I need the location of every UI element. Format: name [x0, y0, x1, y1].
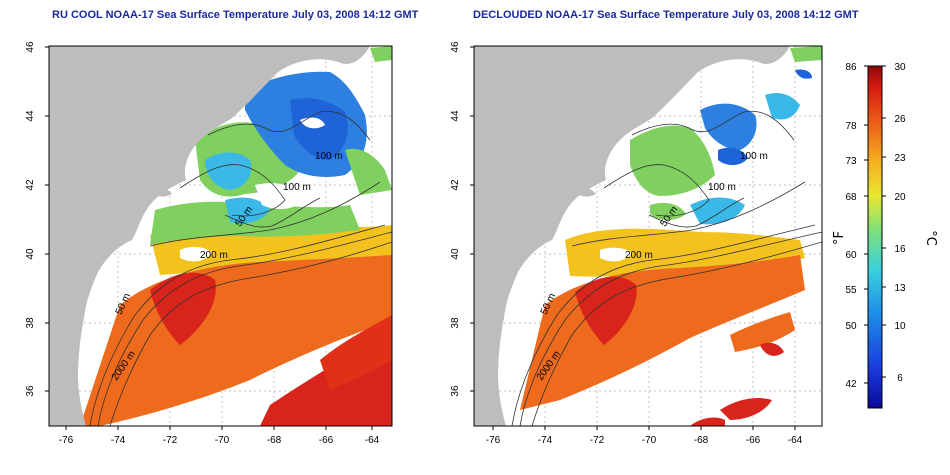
lat-tick-label: 46 — [25, 41, 36, 53]
island-left — [120, 104, 150, 118]
lat-tick-label: 38 — [25, 317, 36, 329]
c-tick-label: 23 — [894, 153, 906, 164]
c-tick-label: 20 — [894, 192, 906, 203]
cape-right — [574, 187, 596, 197]
island-right — [544, 104, 574, 118]
f-tick-label: 50 — [845, 321, 857, 332]
map-panel-left: 100 m 100 m 50 m 200 m 50 m 2000 m -76 -… — [25, 41, 393, 446]
c-tick-label: 30 — [894, 62, 906, 73]
contour-label: 100 m — [740, 151, 768, 162]
contour-label: 200 m — [200, 250, 228, 261]
lat-tick-label: 46 — [450, 41, 461, 53]
lon-tick-label: -74 — [538, 435, 553, 446]
map-title-left: RU COOL NOAA-17 Sea Surface Temperature … — [52, 9, 419, 21]
lat-tick-label: 44 — [450, 110, 461, 122]
lat-labels-left: 36 38 40 42 44 46 — [25, 41, 36, 397]
map-title-right: DECLOUDED NOAA-17 Sea Surface Temperatur… — [473, 9, 859, 21]
c-tick-label: 13 — [894, 283, 906, 294]
c-tick-label: 6 — [897, 373, 903, 384]
lon-tick-label: -76 — [59, 435, 74, 446]
map-panel-right: 100 m 100 m 50 m 200 m 50 m 2000 m -76 -… — [450, 41, 823, 446]
land-left — [49, 46, 370, 426]
lon-tick-label: -68 — [267, 435, 282, 446]
lat-tick-label: 36 — [450, 385, 461, 397]
land-right — [474, 46, 790, 426]
unit-fahrenheit: °F — [832, 231, 847, 245]
f-tick-label: 60 — [845, 250, 857, 261]
lat-tick-label: 40 — [25, 248, 36, 260]
axis-ticks-left — [45, 46, 373, 430]
unit-celsius: °C — [923, 230, 938, 246]
lon-tick-label: -68 — [694, 435, 709, 446]
contours-left — [89, 110, 392, 426]
lat-tick-label: 42 — [450, 179, 461, 191]
map-border-right — [473, 45, 823, 427]
lat-tick-label: 40 — [450, 248, 461, 260]
lon-tick-label: -76 — [486, 435, 501, 446]
c-tick-label: 10 — [894, 321, 906, 332]
map-border-left — [48, 45, 393, 427]
lon-labels-right: -76 -74 -72 -70 -68 -66 -64 — [486, 435, 803, 446]
c-tick-label: 26 — [894, 114, 906, 125]
lon-labels-left: -76 -74 -72 -70 -68 -66 -64 — [59, 435, 380, 446]
cape-left — [150, 187, 172, 197]
lon-tick-label: -70 — [642, 435, 657, 446]
lat-tick-label: 44 — [25, 110, 36, 122]
lon-tick-label: -64 — [788, 435, 803, 446]
lon-tick-label: -66 — [319, 435, 334, 446]
f-tick-label: 78 — [845, 121, 857, 132]
lon-tick-label: -66 — [746, 435, 761, 446]
lat-labels-right: 36 38 40 42 44 46 — [450, 41, 461, 397]
lon-tick-label: -72 — [590, 435, 605, 446]
colorbar-ticks — [864, 65, 886, 384]
lat-tick-label: 38 — [450, 317, 461, 329]
contour-label: 100 m — [283, 182, 311, 193]
colorbar-gradient — [867, 65, 883, 409]
colorbar: 86 78 73 68 60 55 50 42 30 26 23 20 16 1… — [832, 62, 938, 409]
f-tick-label: 68 — [845, 192, 857, 203]
f-tick-label: 86 — [845, 62, 857, 73]
f-tick-label: 73 — [845, 156, 857, 167]
colorbar-f-labels: 86 78 73 68 60 55 50 42 — [845, 62, 857, 390]
lon-tick-label: -64 — [365, 435, 380, 446]
contours-right — [511, 110, 822, 426]
f-tick-label: 55 — [845, 285, 857, 296]
contour-label: 100 m — [708, 182, 736, 193]
lat-tick-label: 36 — [25, 385, 36, 397]
c-tick-label: 16 — [894, 244, 906, 255]
lat-tick-label: 42 — [25, 179, 36, 191]
colorbar-c-labels: 30 26 23 20 16 13 10 6 — [894, 62, 906, 384]
sst-field-left — [80, 46, 392, 426]
contour-label: 200 m — [625, 250, 653, 261]
lon-tick-label: -70 — [215, 435, 230, 446]
lon-tick-label: -74 — [111, 435, 126, 446]
contour-label: 100 m — [315, 151, 343, 162]
f-tick-label: 42 — [845, 379, 857, 390]
lon-tick-label: -72 — [163, 435, 178, 446]
axis-ticks-right — [470, 46, 796, 430]
